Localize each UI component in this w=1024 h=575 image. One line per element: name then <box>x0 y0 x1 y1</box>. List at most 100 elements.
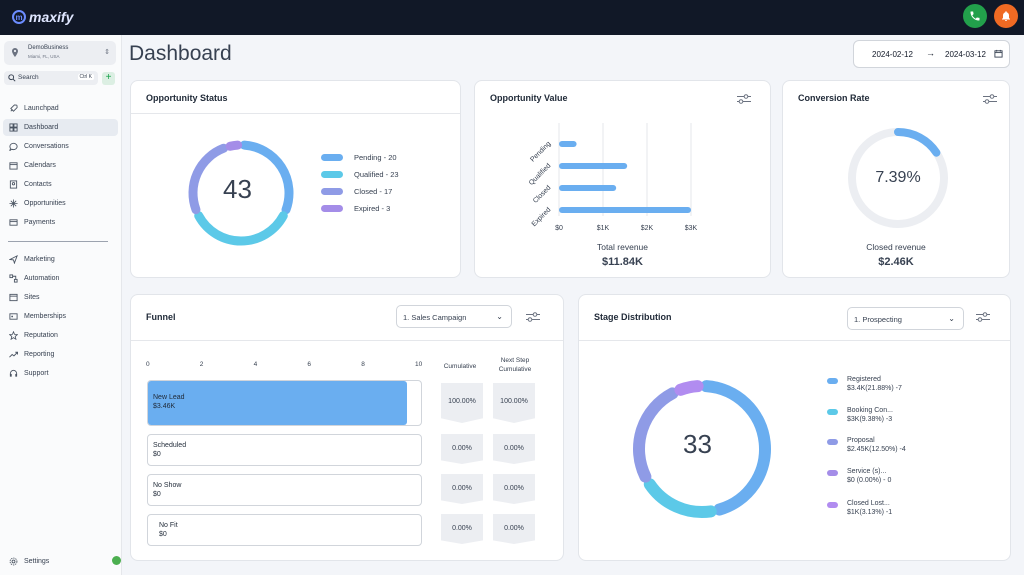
ring-progress <box>894 128 941 157</box>
sidebar-item-automation[interactable]: Automation <box>3 270 118 287</box>
logo-text: maxify <box>29 9 74 25</box>
funnel-stage-row[interactable]: New Lead $3.46K <box>147 380 422 426</box>
dashboard-icon <box>8 123 18 133</box>
stage-legend-name: Proposal <box>847 437 875 444</box>
funnel-card: Funnel 1. Sales Campaign ⌄ 0 2 4 6 8 10 Cumul… <box>130 294 564 561</box>
funnel-stage-value: $0 <box>159 531 167 538</box>
total-revenue-label: Total revenue <box>596 242 649 252</box>
sidebar-item-reputation[interactable]: Reputation <box>3 327 118 344</box>
filter-icon[interactable] <box>983 94 997 104</box>
search-box[interactable]: Search Ctrl K <box>4 71 98 85</box>
funnel-axis-tick: 2 <box>199 361 204 368</box>
cumulative-badge: 0.00% <box>441 434 483 464</box>
sidebar-item-payments[interactable]: Payments <box>3 214 118 231</box>
trend-icon <box>8 350 18 360</box>
funnel-stage-value: $3.46K <box>153 403 176 410</box>
sidebar-item-contacts[interactable]: Contacts <box>3 176 118 193</box>
memberships-icon <box>8 312 18 322</box>
stage-legend-value: $2.45K(12.50%) -4 <box>847 446 906 453</box>
next-step-header-line1: Next Step <box>500 357 530 364</box>
funnel-axis-tick: 8 <box>361 361 365 368</box>
closed-revenue-value: $2.46K <box>878 256 914 268</box>
next-step-badge-value: 0.00% <box>504 485 524 492</box>
sidebar-item-label: Conversations <box>24 143 69 150</box>
rocket-icon <box>8 104 18 114</box>
funnel-stage-name: No Fit <box>159 522 178 529</box>
page-title: Dashboard <box>129 42 232 65</box>
sidebar-item-label: Opportunities <box>24 200 66 207</box>
filter-icon[interactable] <box>737 94 751 104</box>
phone-icon <box>970 11 980 21</box>
donut-segment <box>633 387 679 483</box>
call-button[interactable] <box>963 4 987 28</box>
date-to: 2024-03-12 <box>945 50 986 59</box>
funnel-stage-label: No Fit $0 <box>159 521 178 539</box>
card-title: Opportunity Value <box>490 93 568 103</box>
campaign-select[interactable]: 1. Sales Campaign ⌄ <box>396 305 512 328</box>
stage-legend-name: Service (s)... <box>847 468 887 475</box>
donut-segment <box>225 140 243 151</box>
sidebar-item-label: Reporting <box>24 351 55 358</box>
sidebar-item-dashboard[interactable]: Dashboard <box>3 119 118 136</box>
legend-item: Expired - 3 <box>321 204 390 213</box>
sidebar-item-opportunities[interactable]: Opportunities <box>3 195 118 212</box>
chevron-updown-icon: ⇕ <box>104 49 110 56</box>
opportunity-status-donut <box>188 140 294 246</box>
bell-icon <box>1002 11 1010 21</box>
legend-swatch <box>827 439 838 445</box>
legend-item: Pending - 20 <box>321 153 397 162</box>
funnel-stage-row[interactable]: No Fit $0 <box>147 514 422 546</box>
funnel-axis-tick: 6 <box>307 361 312 368</box>
legend-swatch <box>827 409 838 415</box>
funnel-stage-name: New Lead <box>153 394 185 401</box>
conversion-rate-card: Conversion Rate 7.39% Closed revenue $2.… <box>782 80 1010 278</box>
legend-swatch <box>321 205 343 212</box>
sidebar-item-support[interactable]: Support <box>3 365 118 382</box>
sidebar-item-sites[interactable]: Sites <box>3 289 118 306</box>
legend-label: Qualified - 23 <box>354 170 399 179</box>
chat-icon <box>8 142 18 152</box>
sidebar-item-label: Marketing <box>24 256 55 263</box>
cumulative-badge: 0.00% <box>441 474 483 504</box>
legend-label: Pending - 20 <box>354 153 397 162</box>
donut-segment <box>188 143 229 215</box>
funnel-stage-name: Scheduled <box>153 442 187 449</box>
logo[interactable]: m maxify <box>12 9 73 25</box>
sidebar-item-memberships[interactable]: Memberships <box>3 308 118 325</box>
filter-icon[interactable] <box>526 312 540 322</box>
funnel-stage-label: No Show $0 <box>153 481 181 499</box>
search-shortcut: Ctrl K <box>77 74 94 80</box>
sidebar-item-marketing[interactable]: Marketing <box>3 251 118 268</box>
sidebar-item-launchpad[interactable]: Launchpad <box>3 100 118 117</box>
funnel-axis-tick: 10 <box>415 361 423 368</box>
account-switcher[interactable]: DemoBusiness Miami, FL, USA ⇕ <box>4 41 116 65</box>
filter-icon[interactable] <box>976 312 990 322</box>
gear-icon <box>8 557 18 567</box>
opportunity-status-total: 43 <box>223 174 252 204</box>
chevron-down-icon: ⌄ <box>496 312 503 321</box>
calendar-icon <box>8 161 18 171</box>
donut-segment <box>194 211 288 246</box>
legend-swatch <box>827 470 838 476</box>
funnel-stage-row[interactable]: No Show $0 <box>147 474 422 506</box>
card-title: Stage Distribution <box>594 312 672 322</box>
x-tick-label: $3K <box>685 225 698 232</box>
date-range-picker[interactable]: 2024-02-12 → 2024-03-12 <box>853 40 1010 68</box>
opportunities-icon <box>8 199 18 209</box>
stage-distribution-card: Stage Distribution 1. Prospecting ⌄ 33 R… <box>578 294 1011 561</box>
next-step-badge: 100.00% <box>493 383 535 423</box>
search-label: Search <box>18 74 39 81</box>
quick-add-button[interactable]: + <box>102 72 115 85</box>
sidebar-item-calendars[interactable]: Calendars <box>3 157 118 174</box>
campaign-select-value: 1. Sales Campaign <box>403 313 467 322</box>
pipeline-select-value: 1. Prospecting <box>854 315 902 324</box>
sidebar-item-reporting[interactable]: Reporting <box>3 346 118 363</box>
pipeline-select[interactable]: 1. Prospecting ⌄ <box>847 307 964 330</box>
sidebar-item-conversations[interactable]: Conversations <box>3 138 118 155</box>
funnel-stage-row[interactable]: Scheduled $0 <box>147 434 422 466</box>
opportunity-status-card: Opportunity Status 43 Pending - 20 Quali… <box>130 80 461 278</box>
sidebar-item-settings[interactable]: Settings <box>3 553 118 570</box>
notifications-button[interactable] <box>994 4 1018 28</box>
x-tick-label: $1K <box>597 225 610 232</box>
next-step-badge: 0.00% <box>493 514 535 544</box>
